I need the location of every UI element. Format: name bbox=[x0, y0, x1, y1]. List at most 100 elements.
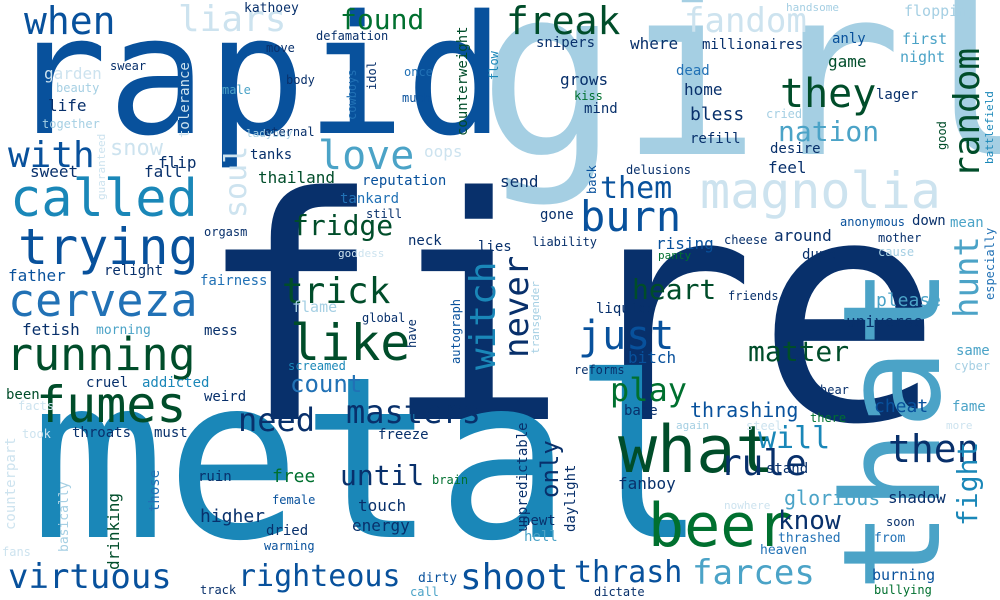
word: heaven bbox=[760, 543, 807, 558]
word: back bbox=[585, 165, 599, 194]
word: once bbox=[404, 65, 433, 79]
word: tankard bbox=[340, 191, 400, 207]
word: need bbox=[238, 401, 316, 439]
word: millionaires bbox=[702, 37, 804, 53]
word: heart bbox=[632, 273, 717, 306]
word: dictate bbox=[594, 585, 645, 599]
word: what bbox=[618, 413, 775, 488]
word: fanboy bbox=[618, 474, 676, 493]
word: night bbox=[900, 48, 946, 66]
word: kathoey bbox=[244, 1, 299, 16]
word: dried bbox=[266, 523, 309, 539]
word: count bbox=[290, 370, 363, 398]
word: nation bbox=[778, 115, 880, 148]
word: soul bbox=[219, 145, 254, 218]
word: fetish bbox=[22, 320, 80, 339]
word: call bbox=[410, 585, 439, 599]
word: burning bbox=[872, 566, 936, 584]
word: counterweight bbox=[455, 26, 471, 136]
word: counterpart bbox=[3, 437, 19, 530]
word: righteous bbox=[238, 559, 401, 594]
word: hunt bbox=[947, 236, 987, 318]
word: move bbox=[266, 41, 295, 55]
word: only bbox=[536, 440, 564, 498]
word: refill bbox=[690, 131, 741, 147]
word: male bbox=[222, 83, 251, 97]
word: fall bbox=[144, 162, 183, 181]
word: flopping bbox=[904, 2, 977, 20]
word: steel bbox=[746, 419, 783, 433]
word: desire bbox=[770, 141, 821, 157]
word: know bbox=[778, 506, 841, 536]
word: beer bbox=[648, 491, 793, 561]
word: freak bbox=[506, 0, 621, 43]
word: will bbox=[758, 421, 831, 456]
word: cheese bbox=[724, 233, 768, 247]
word: have bbox=[405, 319, 419, 348]
word: game bbox=[828, 52, 867, 71]
word: morning bbox=[96, 323, 151, 338]
word: flip bbox=[158, 153, 197, 172]
word: drinking bbox=[104, 492, 123, 570]
word: matter bbox=[748, 335, 850, 368]
word: oops bbox=[424, 142, 463, 161]
word: female bbox=[272, 493, 316, 507]
word: lager bbox=[876, 87, 919, 103]
word: they bbox=[780, 71, 877, 117]
word: thailand bbox=[258, 168, 336, 187]
word: throats bbox=[72, 425, 132, 441]
word: track bbox=[200, 583, 237, 597]
word: shoot bbox=[460, 557, 569, 598]
word: thrashed bbox=[778, 531, 841, 546]
word: called bbox=[10, 169, 198, 229]
word: bless bbox=[690, 104, 745, 125]
word: cruel bbox=[86, 375, 129, 391]
word: nowhere bbox=[724, 499, 771, 512]
word: girl bbox=[478, 0, 1000, 210]
word: farces bbox=[692, 553, 815, 593]
word: burn bbox=[580, 192, 682, 241]
word: there bbox=[810, 411, 847, 425]
word: tolerance bbox=[177, 62, 193, 138]
word: rising bbox=[656, 234, 714, 253]
word: lies bbox=[478, 239, 512, 255]
word: snipers bbox=[536, 35, 596, 51]
word: grows bbox=[560, 70, 609, 89]
word: mess bbox=[204, 323, 238, 339]
word: masters bbox=[346, 393, 481, 431]
word: warming bbox=[264, 539, 315, 553]
word: around bbox=[774, 226, 832, 245]
word: brain bbox=[432, 473, 469, 487]
word: eternal bbox=[264, 125, 315, 139]
word: panty bbox=[658, 249, 692, 262]
word: fairness bbox=[200, 273, 268, 289]
word: fans bbox=[2, 545, 31, 559]
word: then bbox=[888, 427, 980, 471]
word: body bbox=[286, 73, 315, 87]
word: mother bbox=[878, 231, 922, 245]
word: like bbox=[290, 314, 411, 372]
word: first bbox=[902, 30, 948, 48]
word: tanks bbox=[250, 147, 293, 163]
word: love bbox=[318, 133, 415, 179]
word: magnolia bbox=[700, 162, 941, 220]
word: touch bbox=[358, 496, 407, 515]
word: fight bbox=[951, 441, 984, 526]
word: life bbox=[48, 96, 87, 115]
word: defamation bbox=[316, 29, 389, 43]
word: fame bbox=[952, 399, 986, 415]
word: glorious bbox=[784, 486, 881, 510]
word: ruin bbox=[198, 469, 232, 485]
word: transgender bbox=[529, 281, 542, 354]
word: swear bbox=[110, 59, 147, 73]
word: rule bbox=[720, 443, 807, 484]
word: mind bbox=[584, 101, 618, 117]
word: shadow bbox=[888, 488, 946, 507]
word: when bbox=[24, 0, 116, 43]
word: newt bbox=[522, 513, 556, 529]
word: mean bbox=[950, 215, 984, 231]
word: addicted bbox=[142, 375, 210, 391]
word: down bbox=[912, 213, 946, 229]
word: screamed bbox=[288, 359, 346, 373]
word: reforms bbox=[574, 363, 625, 377]
